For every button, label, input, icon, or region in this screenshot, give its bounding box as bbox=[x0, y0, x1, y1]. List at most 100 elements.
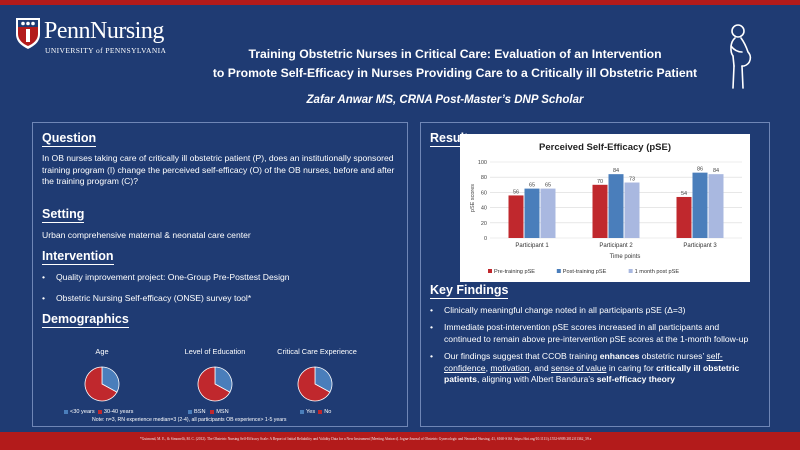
question-text: In OB nurses taking care of critically i… bbox=[42, 153, 395, 187]
age-pie-chart bbox=[84, 366, 120, 402]
bottom-accent-bar bbox=[0, 432, 800, 450]
bar bbox=[524, 188, 540, 238]
pregnant-woman-icon bbox=[730, 24, 752, 89]
demographics-note: Note: n=3, RN experience median=3 (2-4),… bbox=[92, 417, 287, 423]
bar-value-label: 73 bbox=[629, 177, 635, 183]
demographics-heading: Demographics bbox=[42, 312, 129, 328]
bar-value-label: 56 bbox=[513, 189, 519, 195]
reference-footnote: *Guimond, M. E., & Simonelli, M. C. (201… bbox=[140, 437, 592, 441]
y-tick-label: 40 bbox=[481, 206, 487, 212]
legend-label: BSN bbox=[194, 409, 206, 415]
y-tick-label: 60 bbox=[481, 190, 487, 196]
penn-shield-icon bbox=[16, 18, 40, 49]
bar bbox=[624, 182, 640, 238]
education-pie-chart bbox=[197, 366, 233, 402]
finding-text: , and bbox=[529, 362, 552, 373]
legend-label: No bbox=[324, 409, 332, 415]
finding-item: Immediate post-intervention pSE scores i… bbox=[428, 322, 758, 345]
finding-text: obstetric nurses’ bbox=[639, 351, 707, 362]
university-name: UNIVERSITY of PENNSYLVANIA bbox=[45, 46, 167, 55]
bar-value-label: 65 bbox=[529, 183, 535, 189]
poster-title: Training Obstetric Nurses in Critical Ca… bbox=[175, 45, 735, 83]
finding-text: Our findings suggest that CCOB training bbox=[444, 351, 600, 362]
finding-underline: self-confidence bbox=[444, 351, 723, 373]
bar-value-label: 84 bbox=[613, 168, 619, 174]
education-chart-label: Level of Education bbox=[184, 347, 246, 356]
legend-label: MSN bbox=[216, 409, 229, 415]
x-tick-label: Participant 1 bbox=[515, 243, 549, 249]
y-tick-label: 20 bbox=[481, 221, 487, 227]
title-line-2: to Promote Self-Efficacy in Nurses Provi… bbox=[212, 66, 698, 80]
bar-value-label: 54 bbox=[681, 191, 687, 197]
legend-swatch bbox=[97, 409, 102, 414]
finding-bold: critically ill obstetric patients bbox=[444, 362, 740, 385]
left-panel bbox=[32, 122, 408, 427]
pie-slice bbox=[297, 366, 331, 402]
legend-swatch bbox=[64, 409, 68, 414]
legend-label: 1 month post pSE bbox=[635, 269, 680, 275]
intervention-item: Obstetric Nursing Self-efficacy (ONSE) s… bbox=[40, 293, 395, 305]
bar bbox=[676, 196, 692, 238]
bar bbox=[608, 174, 624, 238]
finding-item: Clinically meaningful change noted in al… bbox=[428, 305, 758, 317]
chart-y-axis-label: pSE scores bbox=[470, 184, 476, 212]
experience-legend: Yes No bbox=[300, 409, 331, 415]
bar bbox=[692, 172, 708, 238]
penn-nursing-logo: PennNursing UNIVERSITY of PENNSYLVANIA bbox=[14, 16, 214, 60]
legend-label: 30-40 years bbox=[103, 409, 134, 415]
legend-swatch bbox=[556, 269, 561, 273]
brand-name: PennNursing bbox=[44, 18, 164, 44]
legend-swatch bbox=[188, 409, 192, 414]
bar bbox=[592, 184, 608, 238]
intervention-heading: Intervention bbox=[42, 249, 114, 265]
finding-item: Our findings suggest that CCOB training … bbox=[428, 351, 758, 385]
chart-x-axis-label: Time points bbox=[610, 254, 641, 260]
bar-value-label: 65 bbox=[545, 183, 551, 189]
finding-bold: self-efficacy theory bbox=[596, 374, 676, 385]
bar-value-label: 84 bbox=[713, 168, 719, 174]
legend-swatch bbox=[210, 409, 215, 414]
legend-swatch bbox=[628, 269, 633, 273]
experience-pie-chart bbox=[297, 366, 333, 402]
finding-underline: motivation bbox=[490, 362, 530, 373]
y-tick-label: 0 bbox=[484, 236, 487, 242]
intervention-list: Quality improvement project: One-Group P… bbox=[40, 272, 395, 304]
y-tick-label: 80 bbox=[481, 175, 487, 181]
x-tick-label: Participant 3 bbox=[683, 243, 717, 249]
finding-text: in caring for bbox=[606, 362, 657, 373]
legend-label: Pre-training pSE bbox=[494, 269, 535, 275]
legend-swatch bbox=[318, 409, 323, 414]
setting-heading: Setting bbox=[42, 207, 85, 223]
finding-bold: enhances bbox=[599, 351, 640, 362]
age-legend: <30 years 30-40 years bbox=[64, 409, 133, 415]
experience-chart-label: Critical Care Experience bbox=[277, 347, 357, 356]
bar-value-label: 70 bbox=[597, 179, 603, 185]
legend-label: <30 years bbox=[70, 409, 95, 415]
age-chart-label: Age bbox=[95, 347, 109, 356]
pie-slice bbox=[197, 366, 231, 402]
bar bbox=[708, 174, 724, 238]
pse-bar-chart: Perceived Self-Efficacy (pSE) pSE scores… bbox=[460, 134, 750, 282]
bar-value-label: 86 bbox=[697, 167, 703, 173]
bar bbox=[508, 195, 524, 238]
key-findings-heading: Key Findings bbox=[430, 283, 509, 299]
legend-label: Yes bbox=[306, 409, 316, 415]
chart-title: Perceived Self-Efficacy (pSE) bbox=[539, 142, 671, 153]
title-line-1: Training Obstetric Nurses in Critical Ca… bbox=[248, 47, 662, 61]
key-findings-list: Clinically meaningful change noted in al… bbox=[428, 305, 758, 391]
bar bbox=[540, 188, 556, 238]
legend-swatch bbox=[488, 269, 492, 273]
legend-label: Post-training pSE bbox=[563, 269, 607, 275]
top-accent-bar bbox=[0, 0, 800, 5]
setting-text: Urban comprehensive maternal & neonatal … bbox=[42, 230, 251, 240]
legend-swatch bbox=[300, 409, 304, 414]
x-tick-label: Participant 2 bbox=[599, 243, 633, 249]
pie-slice bbox=[84, 366, 118, 402]
finding-text: , bbox=[485, 362, 491, 373]
finding-underline: sense of value bbox=[551, 362, 607, 373]
finding-text: , aligning with Albert Bandura’s bbox=[476, 374, 597, 385]
intervention-item: Quality improvement project: One-Group P… bbox=[40, 272, 395, 284]
right-panel bbox=[420, 122, 770, 427]
y-tick-label: 100 bbox=[478, 160, 487, 166]
question-heading: Question bbox=[42, 131, 97, 147]
